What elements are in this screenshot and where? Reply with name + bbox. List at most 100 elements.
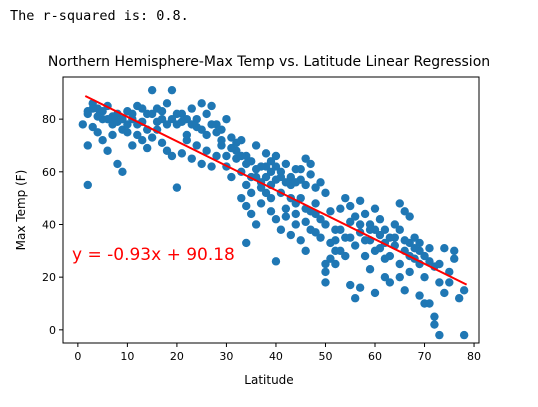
data-point: [123, 120, 132, 129]
data-point: [346, 280, 355, 290]
data-point: [350, 294, 360, 303]
data-point: [172, 109, 182, 119]
data-point: [157, 107, 167, 116]
data-point: [341, 251, 350, 261]
data-point: [202, 109, 211, 119]
data-point: [217, 136, 226, 145]
data-point: [207, 162, 216, 171]
r-squared-output: The r-squared is: 0.8.: [10, 8, 189, 24]
data-point: [410, 243, 419, 253]
data-point: [142, 143, 152, 153]
x-axis-label: Latitude: [244, 373, 293, 387]
data-point: [207, 120, 216, 129]
data-point: [370, 225, 380, 234]
data-point: [266, 167, 276, 177]
data-point: [261, 172, 271, 182]
data-point: [271, 257, 281, 266]
data-point: [207, 101, 216, 111]
data-point: [430, 320, 439, 329]
data-point: [450, 254, 459, 263]
data-point: [301, 246, 310, 256]
data-point: [301, 154, 310, 163]
data-point: [172, 183, 182, 192]
data-point: [385, 278, 395, 287]
data-point: [93, 128, 102, 137]
data-point: [177, 149, 187, 158]
data-point: [360, 236, 370, 245]
data-point: [128, 141, 137, 150]
data-point: [103, 146, 112, 155]
x-tick-label: 0: [74, 350, 81, 363]
x-tick-label: 10: [120, 350, 134, 363]
data-point: [286, 230, 296, 240]
data-point: [192, 141, 201, 150]
data-point: [306, 170, 315, 179]
regression-equation: y = -0.93x + 90.18: [72, 245, 235, 265]
data-point: [296, 193, 305, 203]
data-point: [167, 114, 177, 124]
data-point: [192, 114, 201, 124]
data-point: [459, 330, 469, 340]
data-point: [242, 201, 251, 211]
data-point: [435, 278, 444, 287]
data-point: [311, 199, 320, 208]
data-point: [390, 220, 400, 229]
data-point: [395, 225, 404, 234]
data-points: [78, 85, 469, 340]
data-point: [375, 230, 385, 240]
data-point: [187, 154, 196, 163]
data-point: [237, 151, 246, 161]
y-tick-label: 0: [49, 324, 56, 337]
data-point: [271, 215, 281, 224]
data-point: [425, 299, 434, 308]
data-point: [425, 243, 434, 253]
data-point: [266, 207, 276, 216]
data-point: [450, 246, 459, 256]
data-point: [242, 180, 251, 190]
data-point: [365, 265, 375, 274]
data-point: [197, 125, 206, 134]
data-point: [316, 233, 325, 242]
data-point: [435, 259, 444, 269]
data-point: [405, 212, 414, 221]
y-tick-label: 20: [42, 271, 56, 284]
data-point: [281, 159, 291, 169]
data-point: [405, 267, 414, 277]
data-point: [331, 236, 340, 245]
data-point: [400, 236, 409, 245]
data-point: [375, 215, 385, 224]
data-point: [242, 238, 251, 248]
data-point: [222, 151, 231, 161]
data-point: [182, 130, 192, 140]
data-point: [415, 291, 424, 300]
data-point: [197, 159, 206, 169]
data-point: [331, 259, 340, 269]
data-point: [261, 188, 271, 198]
y-tick-label: 40: [42, 218, 56, 231]
data-point: [336, 225, 345, 234]
plot-area-frame: [62, 76, 480, 344]
data-point: [390, 233, 400, 242]
data-point: [237, 193, 246, 203]
data-point: [83, 107, 92, 116]
data-point: [380, 272, 390, 282]
x-tick-label: 20: [170, 350, 184, 363]
data-point: [321, 278, 330, 287]
data-point: [326, 254, 335, 263]
data-point: [202, 146, 211, 155]
data-point: [177, 117, 187, 126]
data-point: [355, 283, 365, 292]
data-point: [316, 215, 325, 224]
data-point: [251, 164, 261, 174]
data-point: [128, 109, 137, 119]
data-point: [341, 193, 350, 203]
data-point: [321, 188, 330, 198]
data-point: [147, 85, 157, 95]
data-point: [133, 130, 142, 140]
data-point: [167, 151, 177, 161]
data-point: [266, 193, 276, 203]
data-point: [380, 254, 390, 263]
data-point: [400, 286, 409, 295]
data-point: [316, 178, 325, 187]
data-point: [440, 288, 449, 298]
